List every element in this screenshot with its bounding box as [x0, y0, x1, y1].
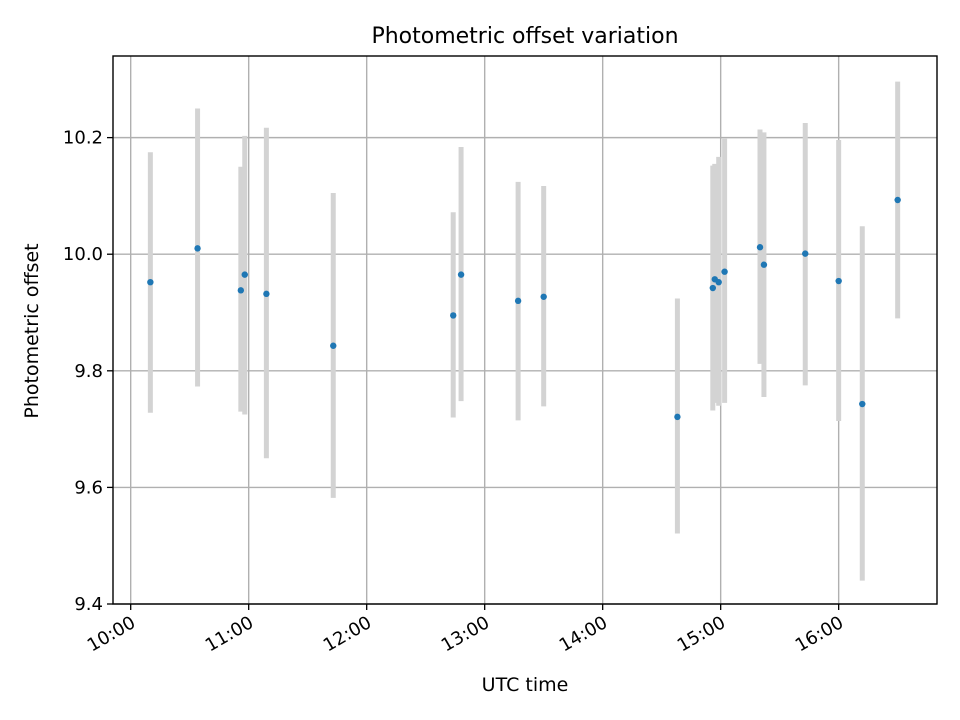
plot-frame — [112, 55, 938, 605]
y-tick-label: 9.8 — [74, 361, 103, 382]
data-point — [450, 312, 457, 319]
data-point — [709, 284, 717, 292]
y-tick-label: 9.6 — [74, 477, 103, 498]
data-point — [457, 271, 465, 278]
data-point — [540, 293, 547, 300]
data-point — [859, 400, 866, 408]
data-point — [241, 271, 248, 278]
data-point — [263, 290, 270, 298]
data-point — [835, 277, 842, 285]
chart-title: Photometric offset variation — [371, 24, 678, 49]
y-tick-label: 9.4 — [74, 594, 103, 615]
data-point — [514, 297, 522, 305]
data-point — [194, 245, 201, 252]
data-point — [721, 268, 728, 275]
data-point — [674, 413, 681, 421]
data-point — [147, 278, 154, 286]
data-point — [802, 250, 809, 257]
data-point — [715, 278, 722, 286]
data-points — [147, 196, 901, 421]
y-axis-label: Photometric offset — [21, 243, 43, 418]
y-tick-label: 10.2 — [63, 128, 103, 149]
data-point — [330, 342, 337, 349]
x-axis-label: UTC time — [482, 674, 569, 696]
data-point — [237, 287, 245, 294]
y-axis-ticks: 9.4 9.6 9.8 10.0 10.2 — [63, 128, 113, 615]
data-point — [756, 244, 764, 251]
data-point — [760, 261, 768, 268]
data-point — [894, 196, 901, 204]
y-tick-label: 10.0 — [63, 244, 103, 265]
